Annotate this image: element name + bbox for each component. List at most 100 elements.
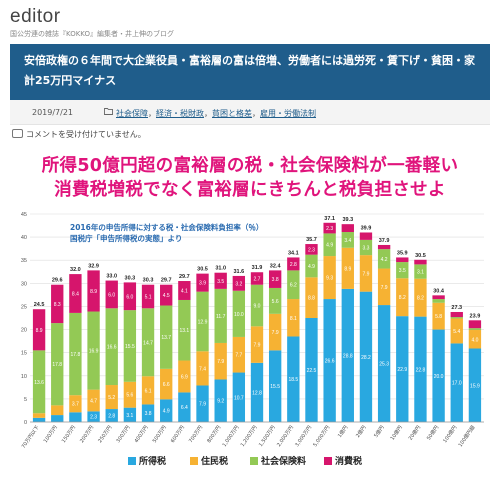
- bar-segment: [69, 412, 82, 422]
- bar-value-label: 20.0: [434, 374, 444, 380]
- bar-segment: [196, 385, 209, 422]
- bar-value-label: 28.8: [343, 353, 353, 359]
- bar-total-label: 33.0: [106, 274, 117, 280]
- bar-segment: [377, 268, 391, 306]
- bar-segment: [432, 299, 445, 303]
- bar-segment: [396, 257, 409, 263]
- bar-segment: [178, 360, 191, 393]
- site-title[interactable]: editor: [10, 6, 61, 27]
- bar-segment: [341, 224, 354, 233]
- bar-value-label: 6.1: [145, 388, 152, 394]
- bar-segment: [341, 247, 354, 289]
- bar-value-label: 3.3: [362, 246, 369, 252]
- bar-value-label: 2.8: [290, 262, 297, 268]
- bar-segment: [287, 336, 300, 422]
- bar-value-label: 3.5: [217, 279, 224, 285]
- bar-total-label: 34.1: [288, 250, 299, 256]
- bar-segment: [305, 277, 318, 318]
- x-tick-label: 500万円: [152, 425, 168, 444]
- bar-value-label: 8.9: [90, 289, 97, 295]
- x-tick-label: 800万円: [206, 425, 222, 444]
- bar-segment: [87, 270, 100, 312]
- bar-segment: [105, 385, 118, 410]
- comment-notice: コメントを受け付けていません。: [12, 129, 146, 140]
- bar-value-label: 28.2: [361, 355, 371, 361]
- bar-value-label: 9.2: [217, 399, 224, 405]
- bar-value-label: 11.7: [216, 314, 226, 320]
- bar-segment: [450, 311, 463, 318]
- x-tick-label: 20億円: [407, 424, 422, 441]
- bar-total-label: 37.1: [324, 216, 335, 222]
- legend-label: 消費税: [335, 455, 362, 467]
- bar-segment: [196, 291, 209, 352]
- bar-value-label: 4.5: [163, 293, 170, 299]
- bar-segment: [359, 255, 373, 292]
- bar-segment: [287, 257, 300, 271]
- bar-value-label: 8.8: [308, 296, 315, 302]
- bar-segment: [141, 308, 155, 377]
- y-tick-label: 10: [21, 374, 27, 380]
- bar-value-label: 25.3: [379, 362, 389, 368]
- bar-value-label: 8.2: [417, 296, 424, 302]
- bar-total-label: 39.9: [361, 225, 372, 231]
- bar-total-label: 30.4: [433, 288, 445, 294]
- legend-label: 住民税: [201, 455, 228, 467]
- bar-segment: [305, 244, 318, 255]
- bar-segment: [141, 284, 155, 309]
- bar-segment: [123, 310, 137, 382]
- bar-segment: [377, 305, 391, 422]
- bar-value-label: 3.2: [235, 281, 242, 287]
- x-tick-label: 100万円: [43, 425, 59, 444]
- bar-value-label: 8.3: [54, 302, 61, 308]
- chart-title-line-2: 国税庁「申告所得税の実態」より: [70, 234, 183, 243]
- bar-value-label: 7.4: [199, 366, 206, 372]
- bar-total-label: 32.0: [70, 267, 81, 273]
- bar-value-label: 4.0: [471, 337, 478, 343]
- bar-segment: [468, 330, 482, 349]
- bar-segment: [178, 281, 191, 300]
- category-link-economy[interactable]: 経済・税財政: [156, 109, 204, 118]
- bar-value-label: 8.9: [344, 266, 351, 272]
- bar-segment: [359, 291, 373, 422]
- bar-segment: [160, 368, 173, 400]
- bar-segment: [323, 299, 336, 422]
- bar-value-label: 2.3: [326, 226, 333, 232]
- x-tick-label: 50億円: [425, 424, 440, 441]
- bar-value-label: 8.2: [399, 295, 406, 301]
- article-headline: 所得50億円超の富裕層の税・社会保険料が一番軽い 消費税増税でなく富裕層にきちん…: [10, 154, 490, 202]
- bar-segment: [178, 392, 191, 422]
- bar-segment: [432, 329, 445, 422]
- bar-segment: [268, 287, 282, 314]
- x-tick-label: 1,000万円: [222, 425, 241, 448]
- bar-value-label: 2.3: [90, 415, 97, 421]
- category-link-employment[interactable]: 雇用・労働法制: [260, 109, 316, 118]
- bar-value-label: 17.8: [71, 352, 81, 358]
- bar-segment: [377, 244, 391, 250]
- bar-value-label: 4.2: [381, 257, 388, 263]
- bar-value-label: 13.1: [179, 328, 189, 334]
- comment-notice-text: コメントを受け付けていません。: [26, 130, 146, 139]
- bar-value-label: 18.5: [288, 377, 298, 383]
- y-tick-label: 20: [21, 328, 27, 334]
- bar-segment: [105, 280, 118, 309]
- bar-value-label: 8.1: [290, 316, 297, 322]
- bar-segment: [268, 313, 282, 351]
- category-link-poverty[interactable]: 貧困と格差: [212, 109, 252, 118]
- bar-value-label: 2.7: [254, 276, 261, 282]
- bar-value-label: 7.9: [272, 330, 279, 336]
- bar-segment: [196, 273, 209, 292]
- bar-value-label: 7.9: [362, 271, 369, 277]
- y-tick-label: 25: [21, 304, 27, 310]
- bar-segment: [268, 350, 282, 422]
- x-tick-label: 1,500万円: [258, 425, 277, 448]
- bar-value-label: 4.9: [308, 264, 315, 270]
- bar-segment: [396, 316, 409, 422]
- category-link-social-security[interactable]: 社会保障: [116, 109, 148, 118]
- bar-value-label: 13.7: [161, 335, 171, 341]
- comment-icon: [12, 129, 23, 138]
- bar-segment: [377, 249, 391, 269]
- bar-segment: [32, 309, 46, 351]
- bar-value-label: 5.2: [108, 395, 115, 401]
- bar-total-label: 31.9: [252, 265, 263, 271]
- chart-title-line-1: 2016年の申告所得に対する税・社会保険料負担率（％）: [70, 223, 264, 232]
